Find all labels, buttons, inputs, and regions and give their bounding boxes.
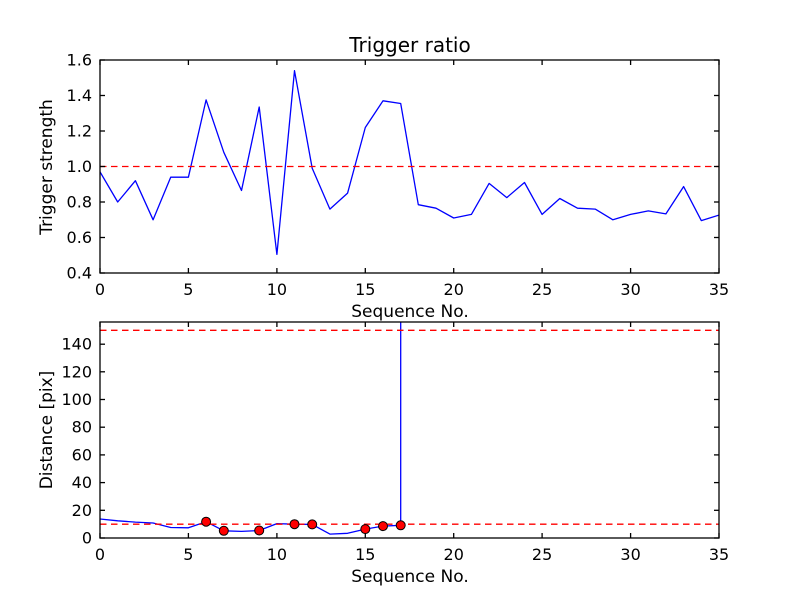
- marker-dot: [307, 519, 318, 530]
- chart-title: Trigger ratio: [349, 33, 471, 57]
- y-tick-label: 0: [82, 529, 92, 548]
- y-tick-label: 1.0: [67, 157, 92, 176]
- y-tick-label: 140: [61, 335, 92, 354]
- marker-dot: [378, 521, 388, 532]
- y-tick-label: 60: [72, 445, 92, 464]
- x-tick-label: 30: [620, 280, 640, 299]
- x-axis-label-bottom: Sequence No.: [351, 567, 469, 587]
- marker-dot: [254, 525, 265, 536]
- y-tick-label: 1.2: [67, 122, 92, 141]
- y-tick-label: 40: [72, 473, 92, 492]
- series-line: [100, 70, 719, 256]
- x-tick-label: 0: [95, 280, 105, 299]
- x-tick-label: 35: [709, 545, 729, 564]
- x-tick-label: 35: [709, 280, 729, 299]
- x-tick-label: 25: [532, 545, 552, 564]
- x-tick-label: 0: [95, 545, 105, 564]
- subplot-bottom: 0 5 10 15 20 25 30 35 0 20 40 60 80 100 120 140: [61, 321, 729, 564]
- x-tick-label: 10: [267, 545, 287, 564]
- x-tick-label: 5: [183, 545, 193, 564]
- marker-dot: [395, 520, 406, 531]
- y-tick-label: 80: [72, 418, 92, 437]
- y-tick-label: 0.6: [67, 228, 92, 247]
- marker-dot: [360, 524, 371, 535]
- x-tick-label: 20: [444, 545, 464, 564]
- y-tick-label: 0.4: [67, 264, 92, 283]
- subplot-top: 0 5 10 15 20 25 30 35 0.4 0.6 0.8 1.0 1.2 1.4 1.6: [67, 51, 730, 300]
- marker-dot: [218, 525, 229, 536]
- y-tick-label: 1.4: [67, 86, 92, 105]
- x-tick-label: 20: [444, 280, 464, 299]
- y-tick-label: 120: [61, 362, 92, 381]
- y-tick-label: 0.8: [67, 193, 92, 212]
- y-tick-label: 100: [61, 390, 92, 409]
- y-tick-label: 20: [72, 501, 92, 520]
- marker-dot: [201, 516, 212, 527]
- marker-dot: [289, 519, 300, 530]
- x-tick-label: 25: [532, 280, 552, 299]
- plot-frame: [99, 321, 720, 539]
- x-tick-label: 30: [620, 545, 640, 564]
- x-tick-label: 10: [267, 280, 287, 299]
- x-tick-label: 15: [355, 280, 375, 299]
- y-tick-label: 1.6: [67, 51, 92, 70]
- x-tick-label: 5: [183, 280, 193, 299]
- x-tick-label: 15: [355, 545, 375, 564]
- series-line: [100, 322, 402, 535]
- x-axis-label-top: Sequence No.: [351, 302, 469, 322]
